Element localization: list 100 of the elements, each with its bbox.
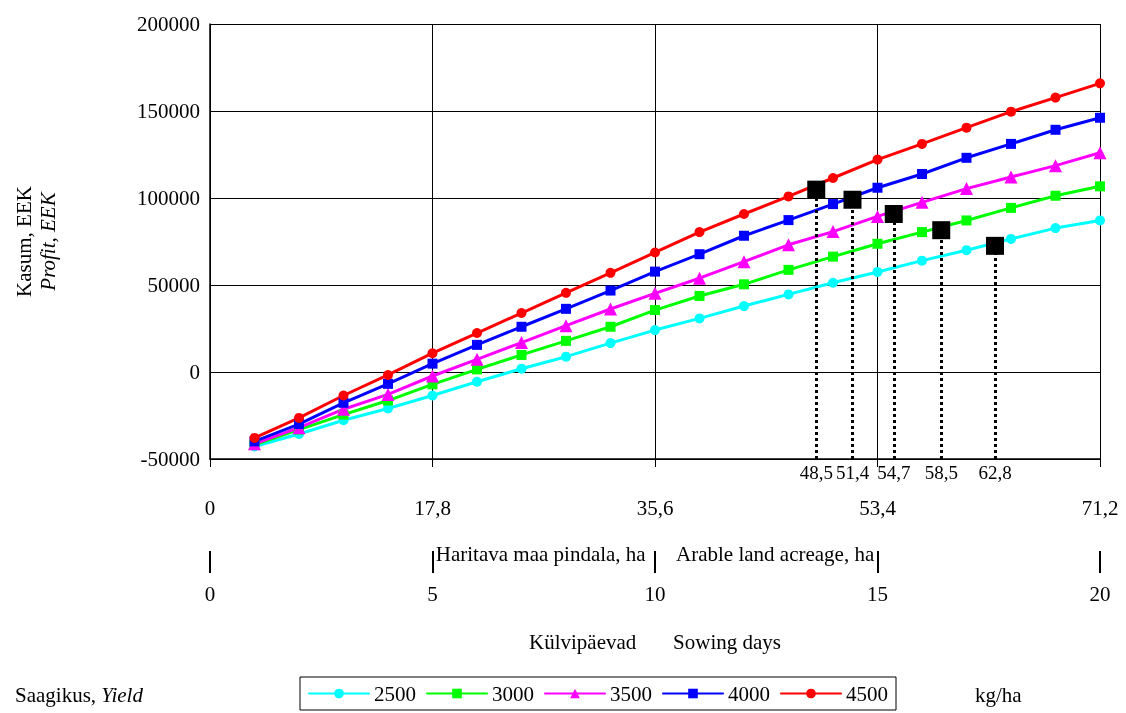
point: [739, 301, 749, 312]
point: [694, 249, 705, 260]
point: [605, 338, 616, 349]
point: [1095, 78, 1105, 89]
point: [559, 319, 573, 333]
point: [917, 227, 927, 238]
point: [249, 432, 260, 443]
point: [783, 191, 794, 202]
y-tick-label: 0: [189, 360, 200, 384]
point: [426, 369, 439, 383]
point: [843, 190, 862, 209]
x-axis-title: Haritava maa pindala, ha Arable land acreage, ha: [435, 541, 875, 566]
point: [1006, 233, 1016, 244]
point: [515, 336, 528, 350]
point: [739, 230, 749, 241]
x-tick-label: 71,2: [1081, 495, 1119, 520]
x-tick-label: 17,8: [414, 495, 451, 520]
point: [783, 289, 794, 300]
point: [828, 172, 838, 183]
ref-line-label: 62,8: [978, 462, 1012, 483]
point: [694, 290, 705, 301]
point: [561, 303, 571, 314]
point: [605, 267, 616, 278]
point: [961, 122, 972, 133]
point: [427, 358, 438, 369]
point: [1093, 146, 1107, 160]
point: [648, 286, 662, 300]
point: [561, 335, 571, 346]
point: [470, 352, 484, 366]
point: [739, 209, 749, 220]
point: [294, 412, 304, 423]
x2-axis-title: Külvipäevad Sowing days: [529, 629, 781, 654]
text: kg/ha: [975, 682, 1023, 707]
point: [427, 390, 438, 401]
ref-line-label: 51,4: [835, 462, 870, 483]
point: [650, 325, 660, 336]
point: [872, 154, 883, 165]
point: [516, 308, 527, 319]
point: [604, 302, 617, 316]
x2-tick-label: 15: [867, 581, 888, 606]
point: [694, 313, 705, 324]
point: [783, 264, 794, 275]
x2-tick-label: 10: [644, 581, 666, 606]
point: [828, 277, 838, 288]
point: [1050, 124, 1061, 135]
point: [782, 238, 795, 252]
point: [516, 321, 527, 332]
point: [884, 205, 903, 224]
point: [1095, 112, 1105, 123]
point: [917, 138, 927, 149]
legend-label: 4000: [728, 681, 770, 706]
point: [915, 195, 929, 209]
point: [917, 168, 927, 179]
point: [650, 247, 660, 258]
y-tick-label: 200000: [137, 12, 200, 36]
point: [807, 180, 826, 199]
point: [872, 238, 883, 249]
point: [472, 328, 482, 339]
x-tick-label: 53,4: [859, 495, 897, 520]
y-axis-title: Kasum, EEK Profit, EEK: [12, 186, 60, 297]
point: [1049, 159, 1062, 173]
y-tick-label: 50000: [147, 273, 200, 297]
x2-tick-label: 0: [204, 581, 216, 606]
point: [383, 378, 393, 389]
y-tick-label: 150000: [137, 99, 200, 123]
point: [1006, 106, 1016, 117]
point: [1050, 92, 1061, 103]
point: [961, 215, 972, 226]
point: [1050, 223, 1061, 234]
point: [828, 199, 838, 210]
legend-title: Saagikus, Yield: [15, 682, 144, 707]
point: [338, 390, 349, 401]
point: [383, 369, 393, 380]
legend-label: 3000: [492, 681, 534, 706]
y-tick-label: 100000: [137, 186, 200, 210]
point: [427, 348, 438, 359]
y-tick-label: -50000: [140, 447, 200, 471]
point: [917, 255, 927, 266]
point: [1095, 215, 1105, 226]
point: [650, 305, 660, 316]
point: [516, 363, 527, 374]
x-tick-label: 0: [204, 495, 216, 520]
point: [871, 209, 884, 223]
point: [872, 182, 883, 193]
point: [605, 321, 616, 332]
legend-label: 3500: [610, 681, 652, 706]
point: [472, 376, 482, 387]
point: [826, 225, 840, 239]
point: [986, 236, 1004, 255]
x-tick-label: 35,6: [636, 495, 674, 520]
ref-line-label: 54,7: [877, 462, 911, 483]
point: [694, 227, 705, 238]
point: [1004, 170, 1018, 184]
point: [961, 152, 972, 163]
point: [783, 215, 794, 226]
x2-tick-label: 5: [427, 581, 438, 606]
x2-tick-label: 20: [1089, 581, 1111, 606]
point: [932, 221, 951, 240]
ref-line-label: 48,5: [799, 462, 833, 483]
point: [381, 387, 395, 401]
